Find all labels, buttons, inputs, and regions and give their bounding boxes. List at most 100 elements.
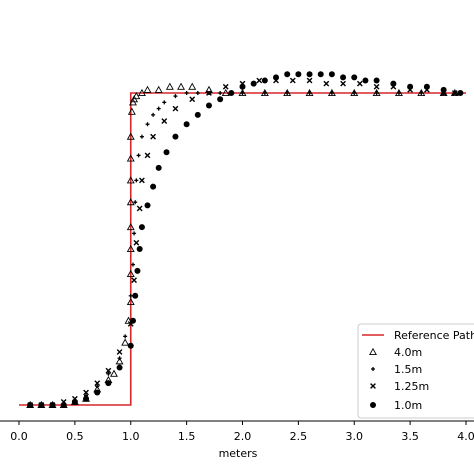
- point-series-3: [194, 111, 201, 118]
- point-series-3: [457, 90, 464, 96]
- x-tick-label: 3.5: [401, 430, 419, 443]
- point-series-0: [126, 154, 135, 162]
- point-series-3: [239, 83, 246, 90]
- point-series-1: [396, 91, 401, 95]
- point-series-2: [116, 349, 123, 355]
- legend-label-series-0: 4.0m: [394, 346, 422, 359]
- point-series-3: [144, 202, 151, 209]
- point-series-1: [95, 384, 100, 389]
- point-series-2: [172, 105, 179, 112]
- legend-marker-series-3: [370, 402, 376, 408]
- point-series-3: [328, 71, 335, 78]
- x-tick-label: 0.5: [66, 430, 84, 443]
- legend-label-series-3: 1.0m: [394, 399, 422, 412]
- point-series-3: [250, 80, 257, 87]
- point-series-1: [307, 91, 312, 95]
- point-series-3: [116, 364, 123, 371]
- series-3: [27, 71, 464, 408]
- point-series-1: [352, 91, 357, 95]
- point-series-1: [218, 91, 223, 95]
- point-series-2: [136, 205, 143, 212]
- point-series-2: [94, 380, 101, 387]
- x-tick-label: 4.0: [457, 430, 474, 443]
- point-series-3: [150, 183, 157, 190]
- point-series-1: [145, 122, 150, 127]
- point-series-2: [306, 77, 313, 84]
- point-series-2: [150, 133, 156, 140]
- point-series-1: [123, 334, 128, 339]
- point-series-2: [131, 277, 137, 284]
- legend-marker-series-0: [369, 347, 377, 356]
- point-series-3: [127, 342, 134, 349]
- point-series-1: [173, 94, 178, 99]
- point-series-3: [440, 86, 447, 93]
- point-series-1: [136, 153, 141, 158]
- point-series-1: [419, 91, 424, 95]
- point-series-1: [240, 91, 245, 95]
- point-series-1: [162, 100, 167, 105]
- legend-markers: [369, 347, 377, 408]
- legend-label-reference: Reference Path: [394, 329, 474, 342]
- point-series-2: [144, 152, 151, 159]
- point-series-0: [127, 107, 136, 115]
- legend-label-series-2: 1.25m: [394, 380, 429, 393]
- point-series-3: [136, 246, 143, 252]
- point-series-0: [132, 91, 141, 100]
- axes: 0.0 0.5 1.0 1.5 2.0 2.5 3.0 3.5 4.0: [0, 420, 474, 443]
- point-series-3: [129, 317, 136, 324]
- point-series-3: [94, 389, 101, 396]
- point-series-0: [221, 88, 230, 97]
- point-series-3: [390, 80, 397, 87]
- point-series-0: [143, 85, 152, 93]
- point-series-3: [163, 149, 170, 156]
- point-series-0: [188, 82, 197, 90]
- point-series-1: [285, 91, 290, 95]
- point-series-3: [60, 402, 67, 408]
- point-series-0: [165, 82, 174, 90]
- x-tick-label: 1.5: [178, 430, 196, 443]
- point-series-2: [356, 80, 363, 87]
- point-series-2: [289, 77, 296, 84]
- point-series-3: [407, 83, 414, 90]
- point-series-0: [115, 357, 124, 365]
- point-series-3: [155, 164, 162, 171]
- point-series-2: [323, 80, 330, 87]
- point-series-3: [83, 395, 90, 402]
- point-series-1: [117, 356, 122, 361]
- point-series-1: [262, 91, 267, 95]
- point-series-3: [217, 96, 224, 103]
- point-series-3: [340, 74, 347, 81]
- point-series-3: [284, 71, 291, 78]
- point-series-1: [133, 200, 138, 205]
- point-series-3: [306, 71, 313, 78]
- point-series-3: [362, 77, 369, 84]
- point-series-3: [183, 121, 190, 128]
- x-tick-label: 3.0: [346, 430, 364, 443]
- point-series-1: [195, 91, 200, 95]
- point-series-2: [222, 83, 229, 90]
- x-axis-label: meters: [219, 447, 258, 460]
- point-series-3: [134, 267, 141, 274]
- point-series-1: [374, 91, 379, 95]
- point-series-3: [423, 83, 430, 90]
- point-series-2: [105, 367, 112, 374]
- legend-label-series-1: 1.5m: [394, 363, 422, 376]
- point-series-0: [154, 85, 163, 93]
- reference-layer: [19, 92, 466, 406]
- point-series-0: [126, 297, 135, 306]
- point-series-1: [130, 262, 135, 267]
- point-series-1: [184, 91, 189, 95]
- point-series-3: [172, 133, 179, 140]
- point-series-0: [126, 244, 135, 253]
- point-series-1: [151, 112, 156, 117]
- point-series-3: [71, 398, 78, 405]
- x-tick-label: 0.0: [10, 430, 28, 443]
- point-series-3: [373, 77, 380, 84]
- point-series-2: [451, 90, 458, 96]
- point-series-2: [189, 96, 196, 103]
- point-series-1: [134, 178, 139, 183]
- point-series-0: [137, 88, 146, 97]
- point-series-3: [38, 402, 45, 408]
- point-series-1: [329, 91, 334, 95]
